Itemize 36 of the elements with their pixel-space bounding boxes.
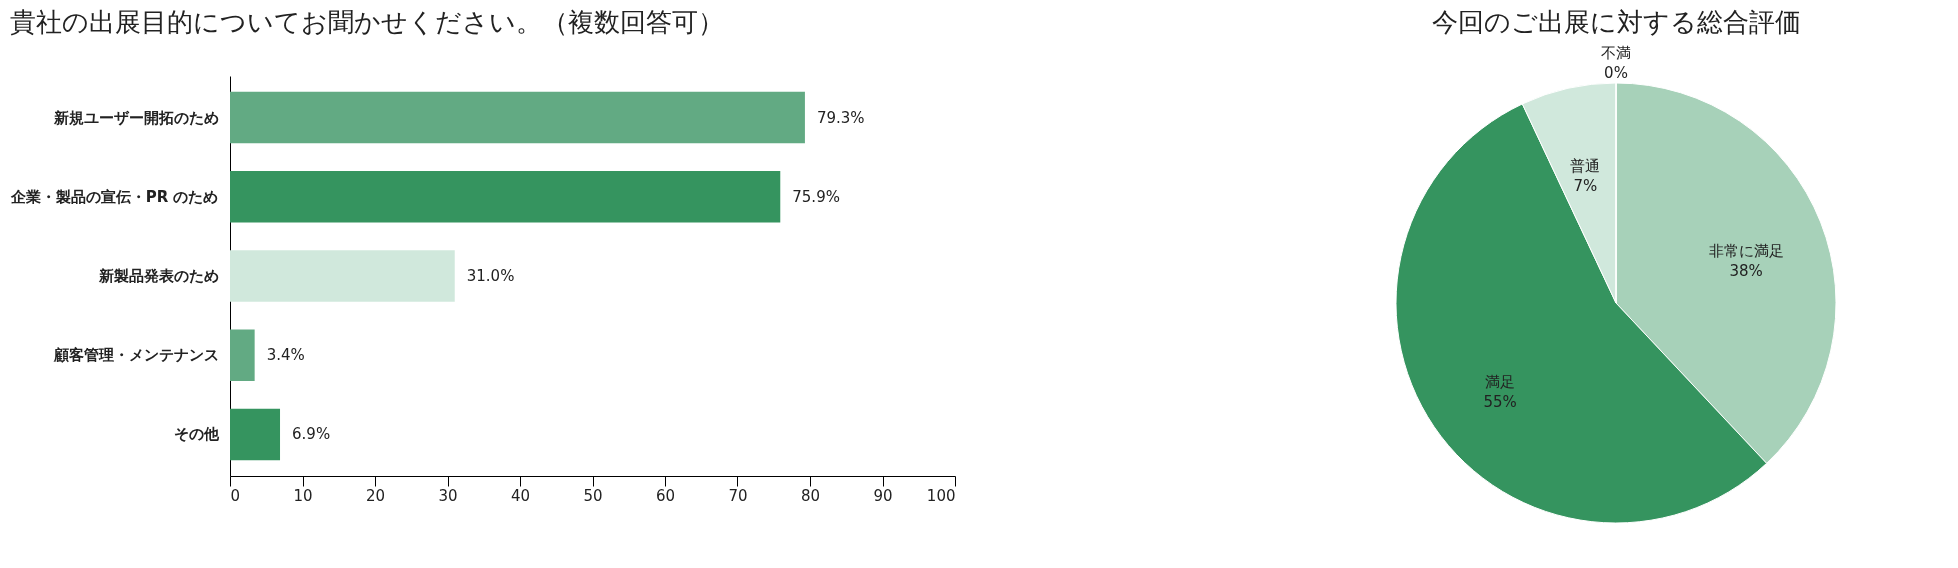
data-label: 31.0%	[466, 267, 515, 285]
data-label: 55%	[1483, 392, 1517, 411]
y-tick-label: 新製品発表のため	[97, 267, 219, 285]
x-tick-label: 40	[510, 486, 531, 505]
bar	[230, 91, 805, 144]
data-label: 79.3%	[816, 108, 865, 127]
x-tick-label: 70	[728, 486, 748, 505]
slice-label: 満足	[1485, 372, 1516, 391]
slice-label: 普通	[1570, 157, 1601, 176]
data-label: 3.4%	[266, 346, 305, 365]
x-tick-label: 30	[438, 486, 458, 505]
x-tick-label: 10	[293, 486, 313, 505]
category-label: 不満	[1601, 44, 1631, 62]
x-tick-label: 60	[655, 486, 676, 505]
chart-title: 貴社の出展目的についてお聞かせください。（複数回答可）	[10, 7, 725, 37]
data-label: 7%	[1573, 177, 1598, 196]
chart-title: 今回のご出展に対する総合評価	[1431, 7, 1801, 37]
x-tick-label: 80	[800, 486, 821, 505]
bar	[230, 408, 281, 461]
text: 0%	[1604, 64, 1628, 82]
x-tick-label: 90	[873, 486, 893, 505]
bar	[230, 171, 781, 223]
bar	[230, 329, 255, 381]
y-tick-label: 顧客管理・メンテナンス	[52, 346, 219, 365]
x-tick-label: 20	[365, 486, 386, 505]
y-tick-label: その他	[173, 425, 220, 444]
y-tick-label: 企業・製品の宣伝・PR のため	[9, 187, 219, 206]
data-label: 6.9%	[292, 425, 331, 444]
slice-label: 非常に満足	[1708, 242, 1784, 261]
data-label: 75.9%	[792, 187, 840, 206]
x-tick-label: 100	[926, 486, 956, 505]
y-tick-label: 新規ユーザー開拓のため	[52, 108, 219, 127]
bar	[230, 250, 455, 302]
data-label: 38%	[1729, 262, 1763, 281]
x-tick-label: 0	[230, 486, 241, 505]
x-tick-label: 50	[583, 486, 603, 505]
